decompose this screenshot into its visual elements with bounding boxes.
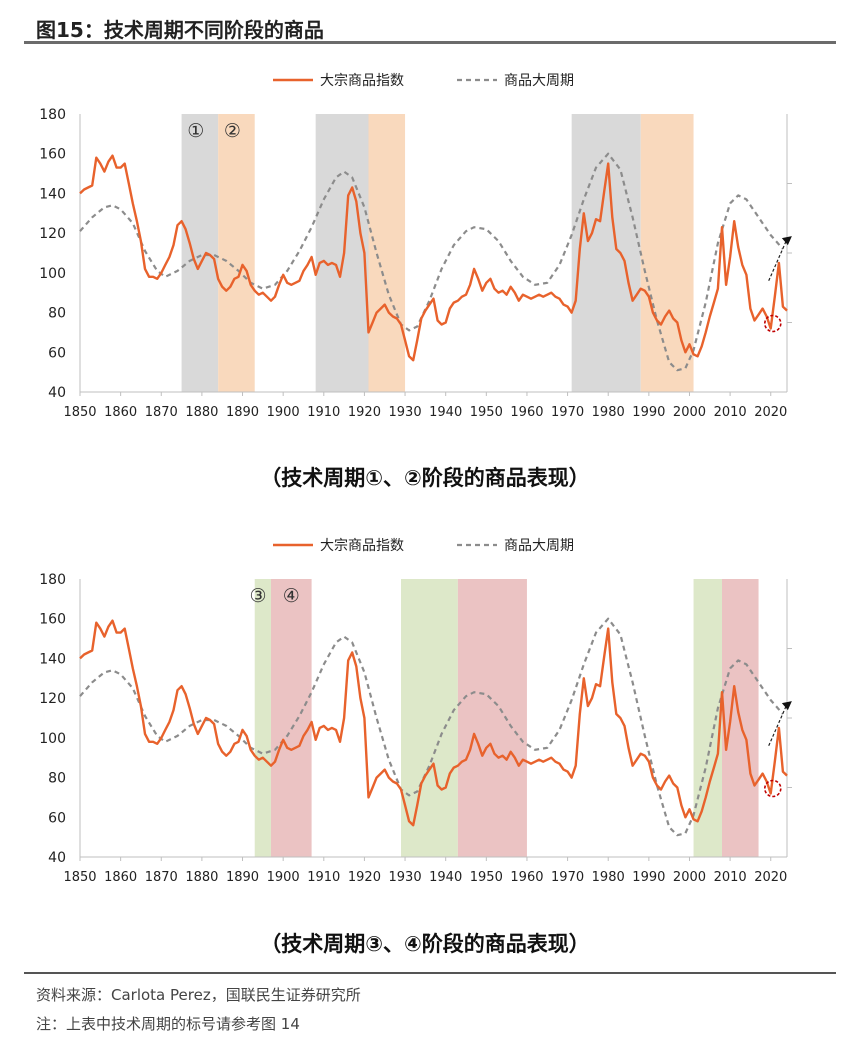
x-tick-label: 1920: [348, 870, 381, 885]
x-tick-label: 1980: [592, 870, 625, 885]
x-tick-label: 1930: [389, 405, 422, 420]
y-tick-label: 80: [48, 306, 66, 322]
y-tick-label: 40: [48, 850, 66, 866]
y-tick-label: 60: [48, 345, 66, 361]
trend-arrow-head: [781, 701, 792, 711]
x-tick-label: 1890: [226, 870, 259, 885]
y-tick-label: 80: [48, 771, 66, 787]
x-tick-label: 1920: [348, 405, 381, 420]
cycle-band-4: [571, 114, 641, 392]
legend-label-index: 大宗商品指数: [320, 538, 404, 554]
x-tick-label: 1850: [63, 405, 96, 420]
x-tick-label: 1980: [592, 405, 625, 420]
y-tick-label: 140: [39, 186, 66, 202]
cycle-band-2: [400, 579, 458, 857]
stage-label-1: ②: [224, 120, 241, 142]
y-tick-label: 140: [39, 651, 66, 667]
x-tick-label: 1910: [307, 405, 340, 420]
source-note: 资料来源：Carlota Perez，国联民生证券研究所: [36, 986, 361, 1004]
legend-label-cycle: 商品大周期: [504, 538, 574, 554]
x-tick-label: 1880: [185, 870, 218, 885]
x-tick-label: 2000: [673, 870, 706, 885]
x-tick-label: 1960: [510, 405, 543, 420]
chart-tech-cycle-3-4: 40 60 80 100 120 140 160 180 1850 1860 1870 1880 189…: [39, 538, 792, 885]
chart-caption-2: （技术周期③、④阶段的商品表现）: [260, 932, 590, 956]
chart-caption-1: （技术周期①、②阶段的商品表现）: [260, 466, 590, 490]
trend-arrow-line: [768, 238, 788, 282]
x-tick-label: 1940: [429, 405, 462, 420]
x-tick-label: 1890: [226, 405, 259, 420]
trend-arrow-head: [781, 236, 792, 246]
cycle-band-1: [270, 579, 312, 857]
x-tick-label: 1910: [307, 870, 340, 885]
y-tick-label: 180: [39, 107, 66, 123]
footnote: 注：上表中技术周期的标号请参考图 14: [36, 1015, 300, 1033]
y-tick-label: 160: [39, 147, 66, 163]
trend-arrow-line: [768, 703, 788, 747]
cycle-band-1: [218, 114, 255, 392]
cycle-band-2: [315, 114, 369, 392]
footer-rule: [24, 972, 836, 974]
x-tick-label: 1940: [429, 870, 462, 885]
cycle-band-0: [254, 579, 271, 857]
x-tick-label: 1970: [551, 405, 584, 420]
legend-label-index: 大宗商品指数: [320, 73, 404, 89]
x-tick-label: 2020: [754, 870, 787, 885]
title-rule: [24, 41, 836, 44]
stage-label-0: ③: [249, 585, 266, 607]
y-tick-label: 100: [39, 266, 66, 282]
x-tick-label: 1990: [632, 405, 665, 420]
y-tick-label: 40: [48, 385, 66, 401]
x-tick-label: 1850: [63, 870, 96, 885]
stage-label-1: ④: [283, 585, 300, 607]
current-low-marker: [763, 314, 782, 333]
x-tick-label: 2010: [714, 870, 747, 885]
x-tick-label: 1900: [267, 870, 300, 885]
y-tick-label: 100: [39, 731, 66, 747]
x-tick-label: 1860: [104, 405, 137, 420]
cycle-band-0: [181, 114, 219, 392]
x-tick-label: 1990: [632, 870, 665, 885]
cycle-band-3: [368, 114, 406, 392]
x-tick-label: 1870: [145, 405, 178, 420]
cycle-band-3: [457, 579, 527, 857]
x-tick-label: 1930: [389, 870, 422, 885]
cycle-band-4: [693, 579, 722, 857]
x-tick-label: 1900: [267, 405, 300, 420]
x-tick-label: 1860: [104, 870, 137, 885]
x-tick-label: 1950: [470, 870, 503, 885]
current-low-marker: [763, 779, 782, 798]
cycle-band-5: [640, 114, 694, 392]
x-tick-label: 1950: [470, 405, 503, 420]
x-tick-label: 1880: [185, 405, 218, 420]
legend-label-cycle: 商品大周期: [504, 73, 574, 89]
y-tick-label: 120: [39, 226, 66, 242]
x-tick-label: 2020: [754, 405, 787, 420]
x-tick-label: 1970: [551, 870, 584, 885]
x-tick-label: 2010: [714, 405, 747, 420]
series-commodity-index: [79, 619, 788, 827]
x-tick-label: 1960: [510, 870, 543, 885]
figure-title: 图15：技术周期不同阶段的商品: [36, 18, 324, 42]
y-tick-label: 160: [39, 612, 66, 628]
y-tick-label: 120: [39, 691, 66, 707]
x-tick-label: 1870: [145, 870, 178, 885]
chart-tech-cycle-1-2: 40 60 80 100 120 140 160 180 1850 1860 1870 1880 189…: [39, 73, 792, 420]
series-commodity-index: [79, 154, 788, 362]
y-tick-label: 180: [39, 572, 66, 588]
stage-label-0: ①: [187, 120, 204, 142]
y-tick-label: 60: [48, 810, 66, 826]
x-tick-label: 2000: [673, 405, 706, 420]
